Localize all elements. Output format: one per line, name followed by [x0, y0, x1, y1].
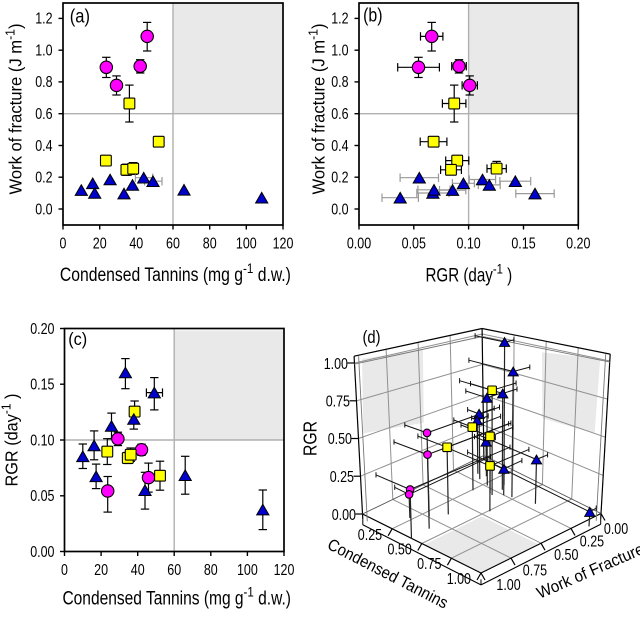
svg-text:0.00: 0.00: [332, 507, 356, 524]
svg-text:0.4: 0.4: [35, 138, 53, 155]
svg-text:1.2: 1.2: [331, 11, 348, 28]
svg-text:(a): (a): [70, 7, 90, 28]
svg-text:0.75: 0.75: [417, 556, 441, 573]
svg-text:0.8: 0.8: [35, 74, 52, 91]
svg-text:Work of fracture (J m-1): Work of fracture (J m-1): [2, 24, 26, 195]
svg-text:1.2: 1.2: [35, 11, 52, 28]
svg-text:Work of fracture (J m-1): Work of fracture (J m-1): [305, 24, 329, 195]
svg-text:0.10: 0.10: [30, 432, 54, 449]
svg-text:1.00: 1.00: [324, 356, 348, 373]
svg-text:0.0: 0.0: [35, 201, 52, 218]
svg-text:0: 0: [60, 235, 67, 252]
svg-text:40: 40: [131, 562, 145, 579]
svg-text:0.50: 0.50: [328, 431, 352, 448]
svg-text:0.25: 0.25: [580, 533, 604, 550]
svg-text:20: 20: [93, 235, 107, 252]
svg-text:RGR: RGR: [301, 421, 321, 456]
svg-text:0.75: 0.75: [523, 563, 547, 580]
svg-text:40: 40: [129, 235, 143, 252]
svg-text:0.75: 0.75: [326, 394, 350, 411]
svg-text:0.6: 0.6: [331, 106, 348, 123]
svg-text:0.25: 0.25: [358, 527, 382, 544]
svg-text:0.10: 0.10: [456, 235, 480, 252]
svg-text:0.00: 0.00: [347, 235, 371, 252]
svg-text:0.4: 0.4: [331, 138, 349, 155]
svg-text:(d): (d): [363, 327, 381, 347]
svg-text:0.15: 0.15: [511, 235, 535, 252]
svg-text:0.20: 0.20: [566, 235, 590, 252]
svg-text:0.2: 0.2: [35, 170, 52, 187]
svg-text:80: 80: [203, 235, 217, 252]
svg-text:0.50: 0.50: [388, 542, 412, 559]
svg-text:1.00: 1.00: [447, 571, 471, 588]
svg-text:0.05: 0.05: [30, 488, 54, 505]
svg-text:0.00: 0.00: [30, 544, 54, 561]
svg-text:(c): (c): [68, 329, 87, 349]
svg-text:60: 60: [166, 235, 180, 252]
svg-text:120: 120: [273, 235, 294, 252]
svg-text:0.15: 0.15: [30, 377, 54, 394]
svg-text:0.0: 0.0: [331, 201, 348, 218]
svg-text:0.00: 0.00: [604, 521, 628, 538]
svg-text:100: 100: [237, 562, 258, 579]
svg-text:0.50: 0.50: [554, 547, 578, 564]
svg-text:0.05: 0.05: [402, 235, 426, 252]
svg-text:0: 0: [61, 562, 68, 579]
svg-text:(b): (b): [363, 6, 382, 27]
svg-text:0.6: 0.6: [35, 106, 52, 123]
svg-text:1.0: 1.0: [35, 43, 52, 60]
svg-text:1.00: 1.00: [496, 577, 520, 594]
svg-text:60: 60: [167, 562, 181, 579]
svg-text:80: 80: [204, 562, 218, 579]
svg-text:0.8: 0.8: [331, 74, 348, 91]
svg-text:0.25: 0.25: [330, 469, 354, 486]
svg-text:1.0: 1.0: [331, 43, 348, 60]
svg-text:120: 120: [274, 562, 295, 579]
svg-text:100: 100: [236, 235, 257, 252]
svg-text:0.20: 0.20: [30, 321, 54, 338]
svg-text:0.2: 0.2: [331, 170, 348, 187]
svg-text:20: 20: [94, 562, 108, 579]
